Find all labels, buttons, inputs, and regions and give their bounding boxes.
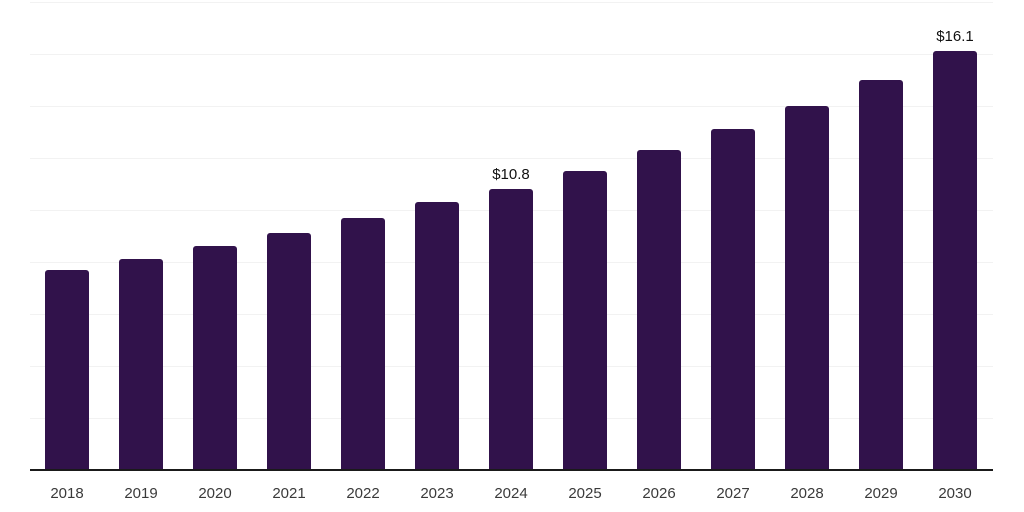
bar [637, 150, 681, 470]
bar [415, 202, 459, 470]
x-axis-tick-label: 2027 [716, 485, 750, 502]
x-axis-tick-label: 2029 [864, 485, 898, 502]
x-axis-tick-label: 2022 [346, 485, 380, 502]
x-axis-tick-label: 2020 [198, 485, 232, 502]
x-axis-line [30, 469, 993, 471]
x-axis-tick-label: 2023 [420, 485, 454, 502]
x-axis-tick-label: 2024 [494, 485, 528, 502]
x-axis-tick-label: 2025 [568, 485, 602, 502]
bar-value-label: $16.1 [936, 28, 974, 46]
bar [859, 80, 903, 470]
bar [489, 189, 533, 470]
gridline [30, 105, 993, 107]
bar [119, 259, 163, 470]
x-axis-tick-label: 2028 [790, 485, 824, 502]
bar [785, 106, 829, 470]
x-axis-tick-label: 2019 [124, 485, 158, 502]
bar [933, 51, 977, 470]
bar [193, 246, 237, 470]
gridline [30, 1, 993, 3]
bar [711, 129, 755, 470]
bar [267, 233, 311, 470]
bar [563, 171, 607, 470]
bar-value-label: $10.8 [492, 166, 530, 184]
bar [45, 269, 89, 470]
x-axis-tick-label: 2018 [50, 485, 84, 502]
bar [341, 217, 385, 470]
gridline [30, 53, 993, 55]
x-axis-tick-label: 2026 [642, 485, 676, 502]
x-axis-tick-label: 2021 [272, 485, 306, 502]
x-axis-tick-label: 2030 [938, 485, 972, 502]
gridline [30, 157, 993, 159]
